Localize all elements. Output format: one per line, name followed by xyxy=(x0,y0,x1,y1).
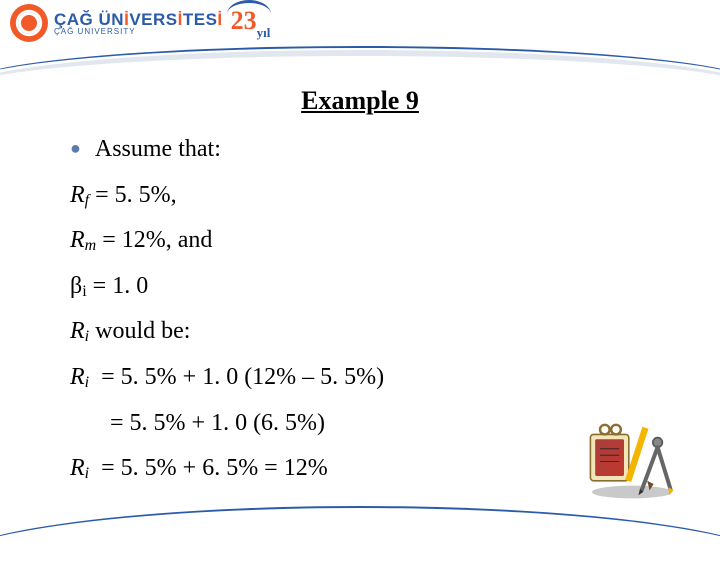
university-logo: ÇAĞ ÜNİVERSİTESİ ÇAĞ UNIVERSITY 23yıl xyxy=(10,4,270,42)
header-curve xyxy=(0,46,720,86)
sym-R-2: R xyxy=(70,227,85,253)
footer-curve xyxy=(0,506,720,566)
line-eq1: Ri = 5. 5% + 1. 0 (12% – 5. 5%) xyxy=(70,358,650,398)
sym-i-1: i xyxy=(82,283,86,300)
anniversary-badge: 23yıl xyxy=(231,6,271,39)
eq3-text: = 5. 5% + 6. 5% = 12% xyxy=(101,455,328,481)
line-eq2: = 5. 5% + 1. 0 (6. 5%) xyxy=(70,404,650,444)
sym-i-4: i xyxy=(85,465,89,482)
beta-value: = 1. 0 xyxy=(93,273,149,299)
slide-body: ●Assume that: Rf = 5. 5%, Rm = 12%, and … xyxy=(70,130,650,495)
line-rf: Rf = 5. 5%, xyxy=(70,176,650,216)
line-assume: ● Assume that: xyxy=(70,130,650,170)
badge-suffix: yıl xyxy=(257,25,271,40)
sym-i-3: i xyxy=(85,374,89,391)
line-rm: Rm = 12%, and xyxy=(70,221,650,261)
rf-value: = 5. 5%, xyxy=(95,182,177,208)
swoosh-icon xyxy=(227,0,271,14)
slide-title: Example 9 xyxy=(0,86,720,116)
rm-value: = 12%, and xyxy=(102,227,212,253)
sym-R-5: R xyxy=(70,455,85,481)
clipart-icon xyxy=(584,420,680,500)
logo-name: ÇAĞ ÜNİVERSİTESİ xyxy=(54,11,223,28)
sym-R-1: R xyxy=(70,182,85,208)
logo-dot-3: İ xyxy=(217,10,222,29)
eq1-text: = 5. 5% + 1. 0 (12% – 5. 5%) xyxy=(101,364,384,390)
eq2-text: = 5. 5% + 1. 0 (6. 5%) xyxy=(110,410,325,436)
line-eq3: Ri = 5. 5% + 6. 5% = 12% xyxy=(70,449,650,489)
sym-R-4: R xyxy=(70,364,85,390)
sym-R-3: R xyxy=(70,318,85,344)
logo-part-2: ÜN xyxy=(99,10,125,29)
assume-text: Assume that: xyxy=(95,136,221,162)
sym-beta: β xyxy=(70,273,82,299)
line-beta: βi = 1. 0 xyxy=(70,267,650,307)
sym-f: f xyxy=(85,192,89,209)
logo-part-4: TES xyxy=(183,10,218,29)
sym-m: m xyxy=(85,237,97,254)
bullet-icon: ● xyxy=(70,138,81,158)
would-text: would be: xyxy=(95,318,190,344)
logo-subtitle: ÇAĞ UNIVERSITY xyxy=(54,28,223,36)
logo-part-3: VERS xyxy=(129,10,177,29)
logo-text: ÇAĞ ÜNİVERSİTESİ ÇAĞ UNIVERSITY xyxy=(54,11,223,36)
logo-mark-icon xyxy=(10,4,48,42)
logo-part-1: ÇAĞ xyxy=(54,10,93,29)
line-would: Ri would be: xyxy=(70,312,650,352)
sym-i-2: i xyxy=(85,328,89,345)
